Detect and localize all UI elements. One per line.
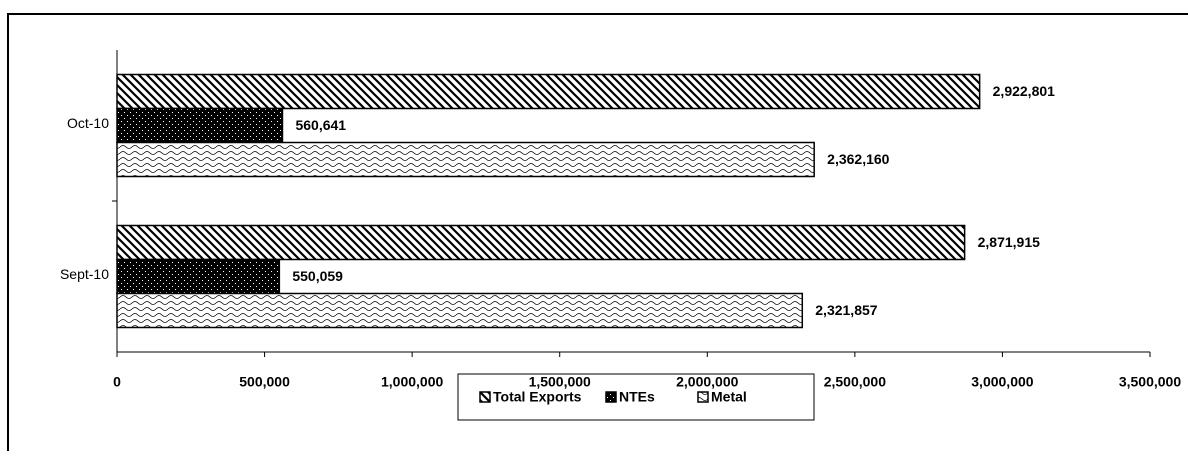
x-tick-label: 500,000 [239, 374, 290, 390]
x-tick-label: 2,000,000 [676, 374, 738, 390]
x-tick-label: 0 [113, 374, 121, 390]
legend-label: NTEs [619, 389, 655, 405]
bar [116, 292, 804, 329]
data-label: 2,321,857 [815, 302, 877, 318]
legend-swatch [605, 391, 617, 403]
bar [116, 107, 284, 144]
legend-label: Total Exports [493, 389, 582, 405]
data-label: 2,871,915 [978, 234, 1040, 250]
bar [116, 141, 815, 178]
legend-label: Metal [711, 389, 747, 405]
x-tick-label: 2,500,000 [824, 374, 886, 390]
chart-frame [7, 13, 1188, 451]
y-tick-label: Oct-10 [67, 115, 109, 131]
bar [116, 258, 281, 295]
legend-swatch [479, 391, 491, 403]
x-tick-label: 3,500,000 [1119, 374, 1181, 390]
legend-box [457, 373, 815, 421]
bar [116, 224, 966, 261]
bar [116, 73, 981, 110]
data-label: 2,922,801 [993, 83, 1055, 99]
x-tick-label: 1,000,000 [381, 374, 443, 390]
x-tick-label: 3,000,000 [971, 374, 1033, 390]
data-label: 550,059 [292, 268, 343, 284]
x-tick-label: 1,500,000 [529, 374, 591, 390]
data-label: 560,641 [295, 117, 346, 133]
y-tick-label: Sept-10 [60, 266, 109, 282]
legend-swatch [697, 391, 709, 403]
data-label: 2,362,160 [827, 151, 889, 167]
